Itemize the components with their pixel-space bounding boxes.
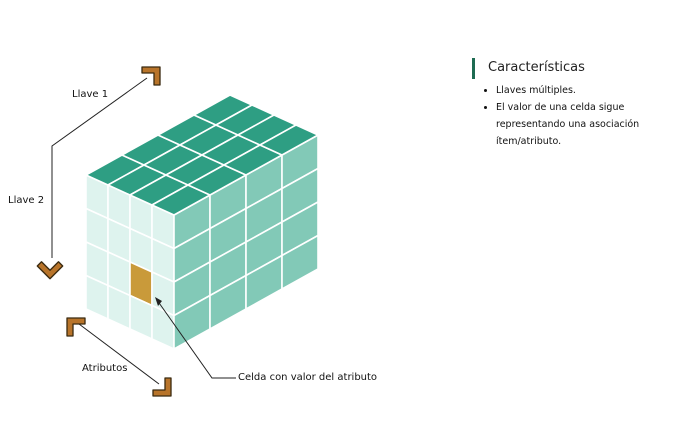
guide-lines bbox=[51, 77, 236, 385]
key1-arrow-icon bbox=[141, 66, 161, 86]
key2-arrow-icon bbox=[36, 261, 64, 280]
key1-guide-line bbox=[51, 77, 148, 258]
accent-bar bbox=[472, 58, 475, 79]
attributes-label: Atributos bbox=[82, 363, 128, 374]
panel-title: Características bbox=[488, 60, 585, 75]
direction-arrows bbox=[36, 66, 172, 397]
key1-label: Llave 1 bbox=[72, 89, 109, 100]
list-item: Llaves múltiples. bbox=[496, 82, 676, 99]
top-cell bbox=[259, 124, 319, 156]
cell-pointer-line bbox=[156, 299, 236, 379]
attributes-start-arrow-icon bbox=[66, 317, 86, 337]
key2-label: Llave 2 bbox=[8, 195, 45, 206]
list-item: El valor de una celda sigue representand… bbox=[496, 99, 676, 150]
cell-pointer-arrowhead bbox=[155, 297, 162, 306]
cell-label: Celda con valor del atributo bbox=[238, 372, 378, 383]
attributes-end-arrow-icon bbox=[152, 377, 172, 397]
characteristics-list: Llaves múltiples. El valor de una celda … bbox=[480, 82, 676, 150]
cube bbox=[85, 94, 319, 350]
attributes-guide-line bbox=[78, 323, 160, 385]
side-cell bbox=[281, 234, 319, 290]
